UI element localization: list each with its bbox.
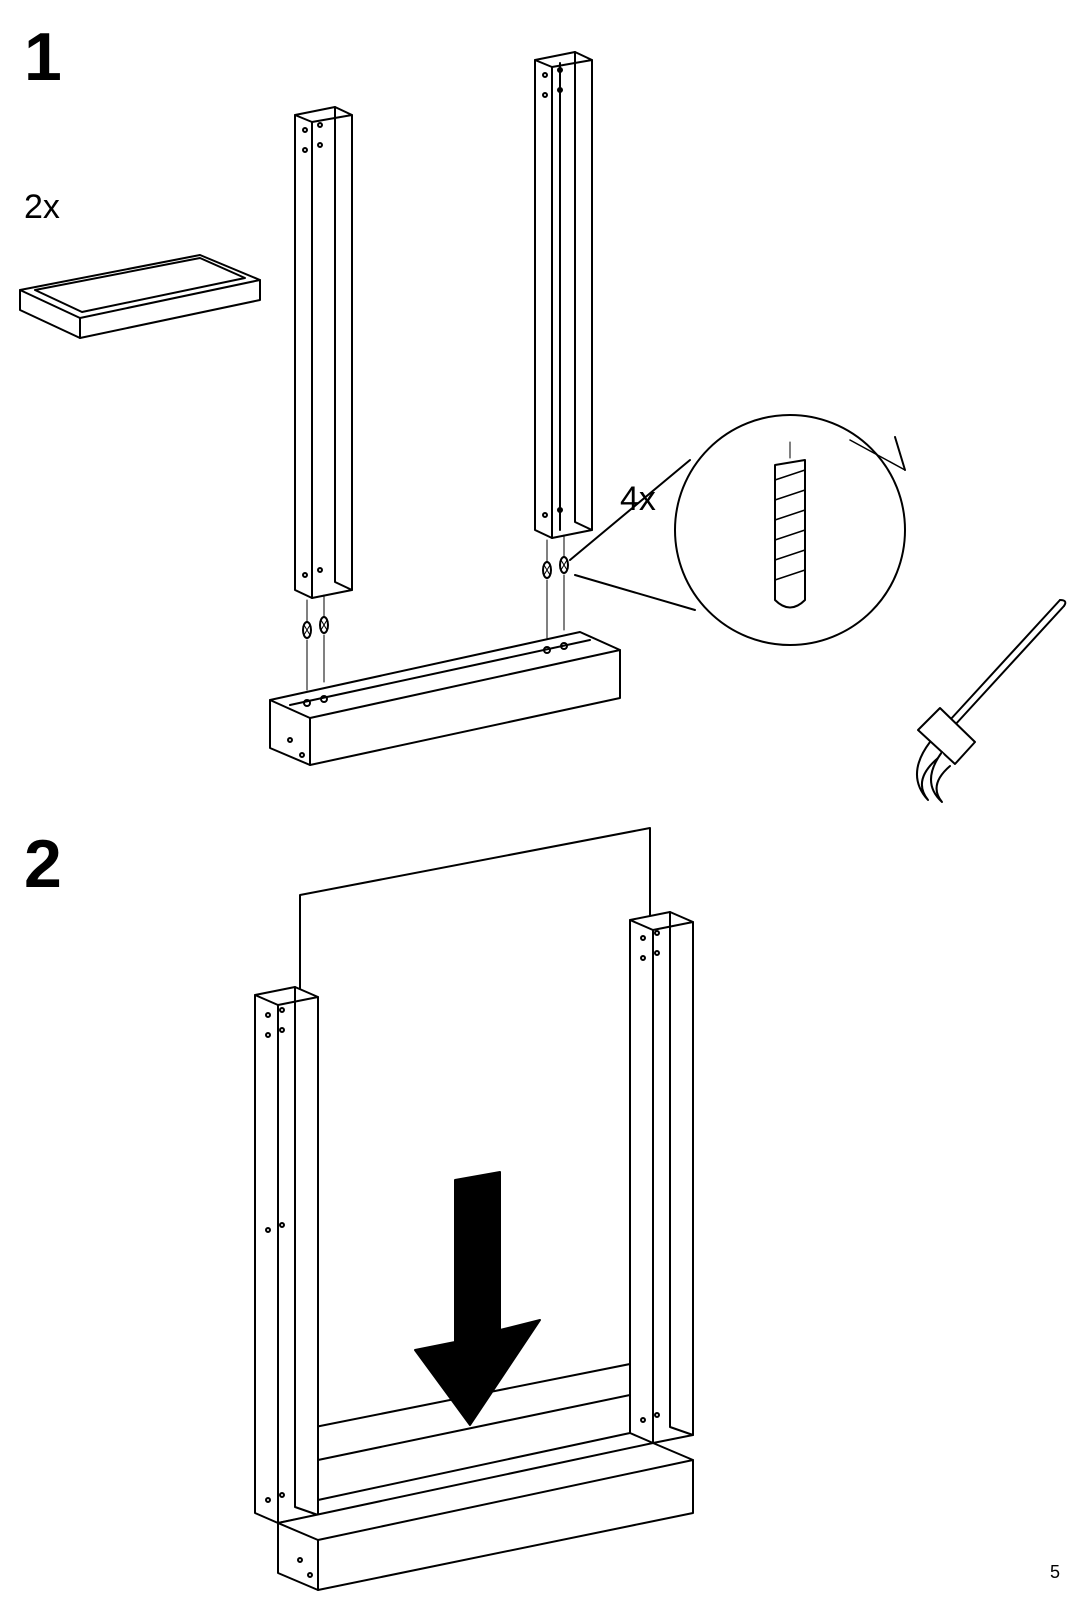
assembly-page: 1 2x 4x 101350 2 5 <box>0 0 1084 1601</box>
step-1-diagram <box>0 0 1084 820</box>
left-post <box>295 107 352 598</box>
step-2-diagram <box>0 820 1084 1580</box>
dowels <box>303 535 568 690</box>
hammer-icon <box>917 600 1065 802</box>
right-post <box>535 52 592 538</box>
dowel-callout <box>570 415 905 645</box>
tray-part-icon <box>20 255 260 338</box>
bottom-rail <box>270 632 620 765</box>
